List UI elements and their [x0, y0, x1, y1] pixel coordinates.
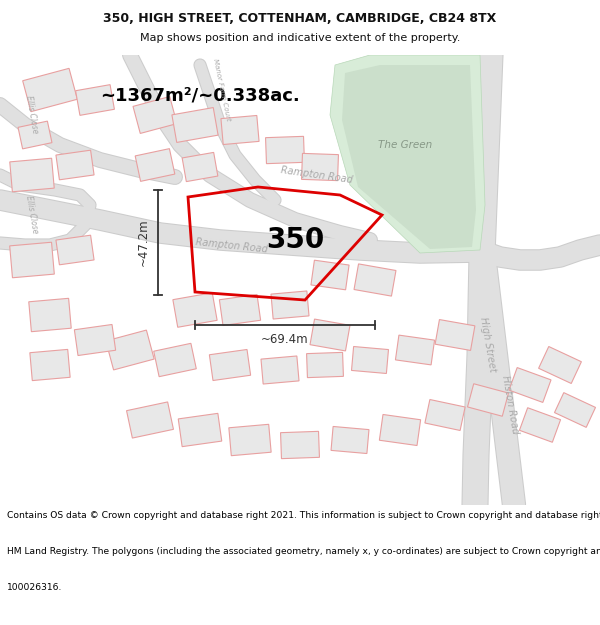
Text: Map shows position and indicative extent of the property.: Map shows position and indicative extent… [140, 33, 460, 43]
Polygon shape [135, 149, 175, 181]
Text: Rampton Road: Rampton Road [195, 237, 268, 254]
Text: Histon Road: Histon Road [500, 375, 520, 435]
Text: HM Land Registry. The polygons (including the associated geometry, namely x, y c: HM Land Registry. The polygons (includin… [7, 547, 600, 556]
Text: Rampton Road: Rampton Road [280, 165, 353, 185]
Text: ~1367m²/~0.338ac.: ~1367m²/~0.338ac. [100, 86, 300, 104]
Polygon shape [56, 235, 94, 265]
Text: 100026316.: 100026316. [7, 583, 62, 592]
Polygon shape [302, 153, 338, 181]
Polygon shape [74, 324, 116, 356]
Text: Manor Farm Court: Manor Farm Court [212, 58, 232, 122]
Polygon shape [30, 349, 70, 381]
Polygon shape [133, 96, 177, 134]
Polygon shape [467, 384, 508, 416]
Polygon shape [310, 319, 350, 351]
Text: 350, HIGH STREET, COTTENHAM, CAMBRIDGE, CB24 8TX: 350, HIGH STREET, COTTENHAM, CAMBRIDGE, … [103, 12, 497, 25]
Polygon shape [221, 116, 259, 144]
Polygon shape [354, 264, 396, 296]
Polygon shape [509, 368, 551, 402]
Polygon shape [342, 65, 476, 249]
Polygon shape [56, 150, 94, 180]
Polygon shape [76, 84, 115, 116]
Text: Contains OS data © Crown copyright and database right 2021. This information is : Contains OS data © Crown copyright and d… [7, 511, 600, 520]
Polygon shape [173, 292, 217, 328]
Text: 350: 350 [266, 226, 324, 254]
Text: Ellis Close: Ellis Close [24, 195, 40, 235]
Polygon shape [154, 343, 196, 377]
Polygon shape [29, 298, 71, 332]
Polygon shape [18, 121, 52, 149]
Text: High Street: High Street [478, 317, 498, 373]
Text: ~69.4m: ~69.4m [261, 333, 309, 346]
Polygon shape [395, 335, 434, 365]
Polygon shape [311, 260, 349, 290]
Polygon shape [271, 291, 309, 319]
Text: The Green: The Green [378, 140, 432, 150]
Polygon shape [331, 426, 369, 454]
Text: ~47.2m: ~47.2m [137, 219, 150, 266]
Polygon shape [220, 294, 260, 326]
Polygon shape [554, 392, 596, 428]
Polygon shape [330, 55, 485, 253]
Polygon shape [520, 408, 560, 442]
Polygon shape [10, 158, 54, 192]
Polygon shape [352, 346, 388, 374]
Polygon shape [307, 352, 343, 377]
Polygon shape [172, 107, 218, 142]
Polygon shape [425, 399, 465, 431]
Polygon shape [379, 414, 421, 446]
Polygon shape [435, 319, 475, 351]
Polygon shape [229, 424, 271, 456]
Polygon shape [281, 431, 319, 459]
Polygon shape [209, 349, 251, 381]
Polygon shape [10, 242, 55, 278]
Polygon shape [539, 346, 581, 384]
Polygon shape [178, 413, 222, 447]
Polygon shape [106, 330, 154, 370]
Polygon shape [261, 356, 299, 384]
Polygon shape [266, 136, 304, 164]
Polygon shape [182, 152, 218, 182]
Polygon shape [23, 68, 77, 112]
Text: Ellis Close: Ellis Close [24, 95, 40, 135]
Polygon shape [127, 402, 173, 438]
